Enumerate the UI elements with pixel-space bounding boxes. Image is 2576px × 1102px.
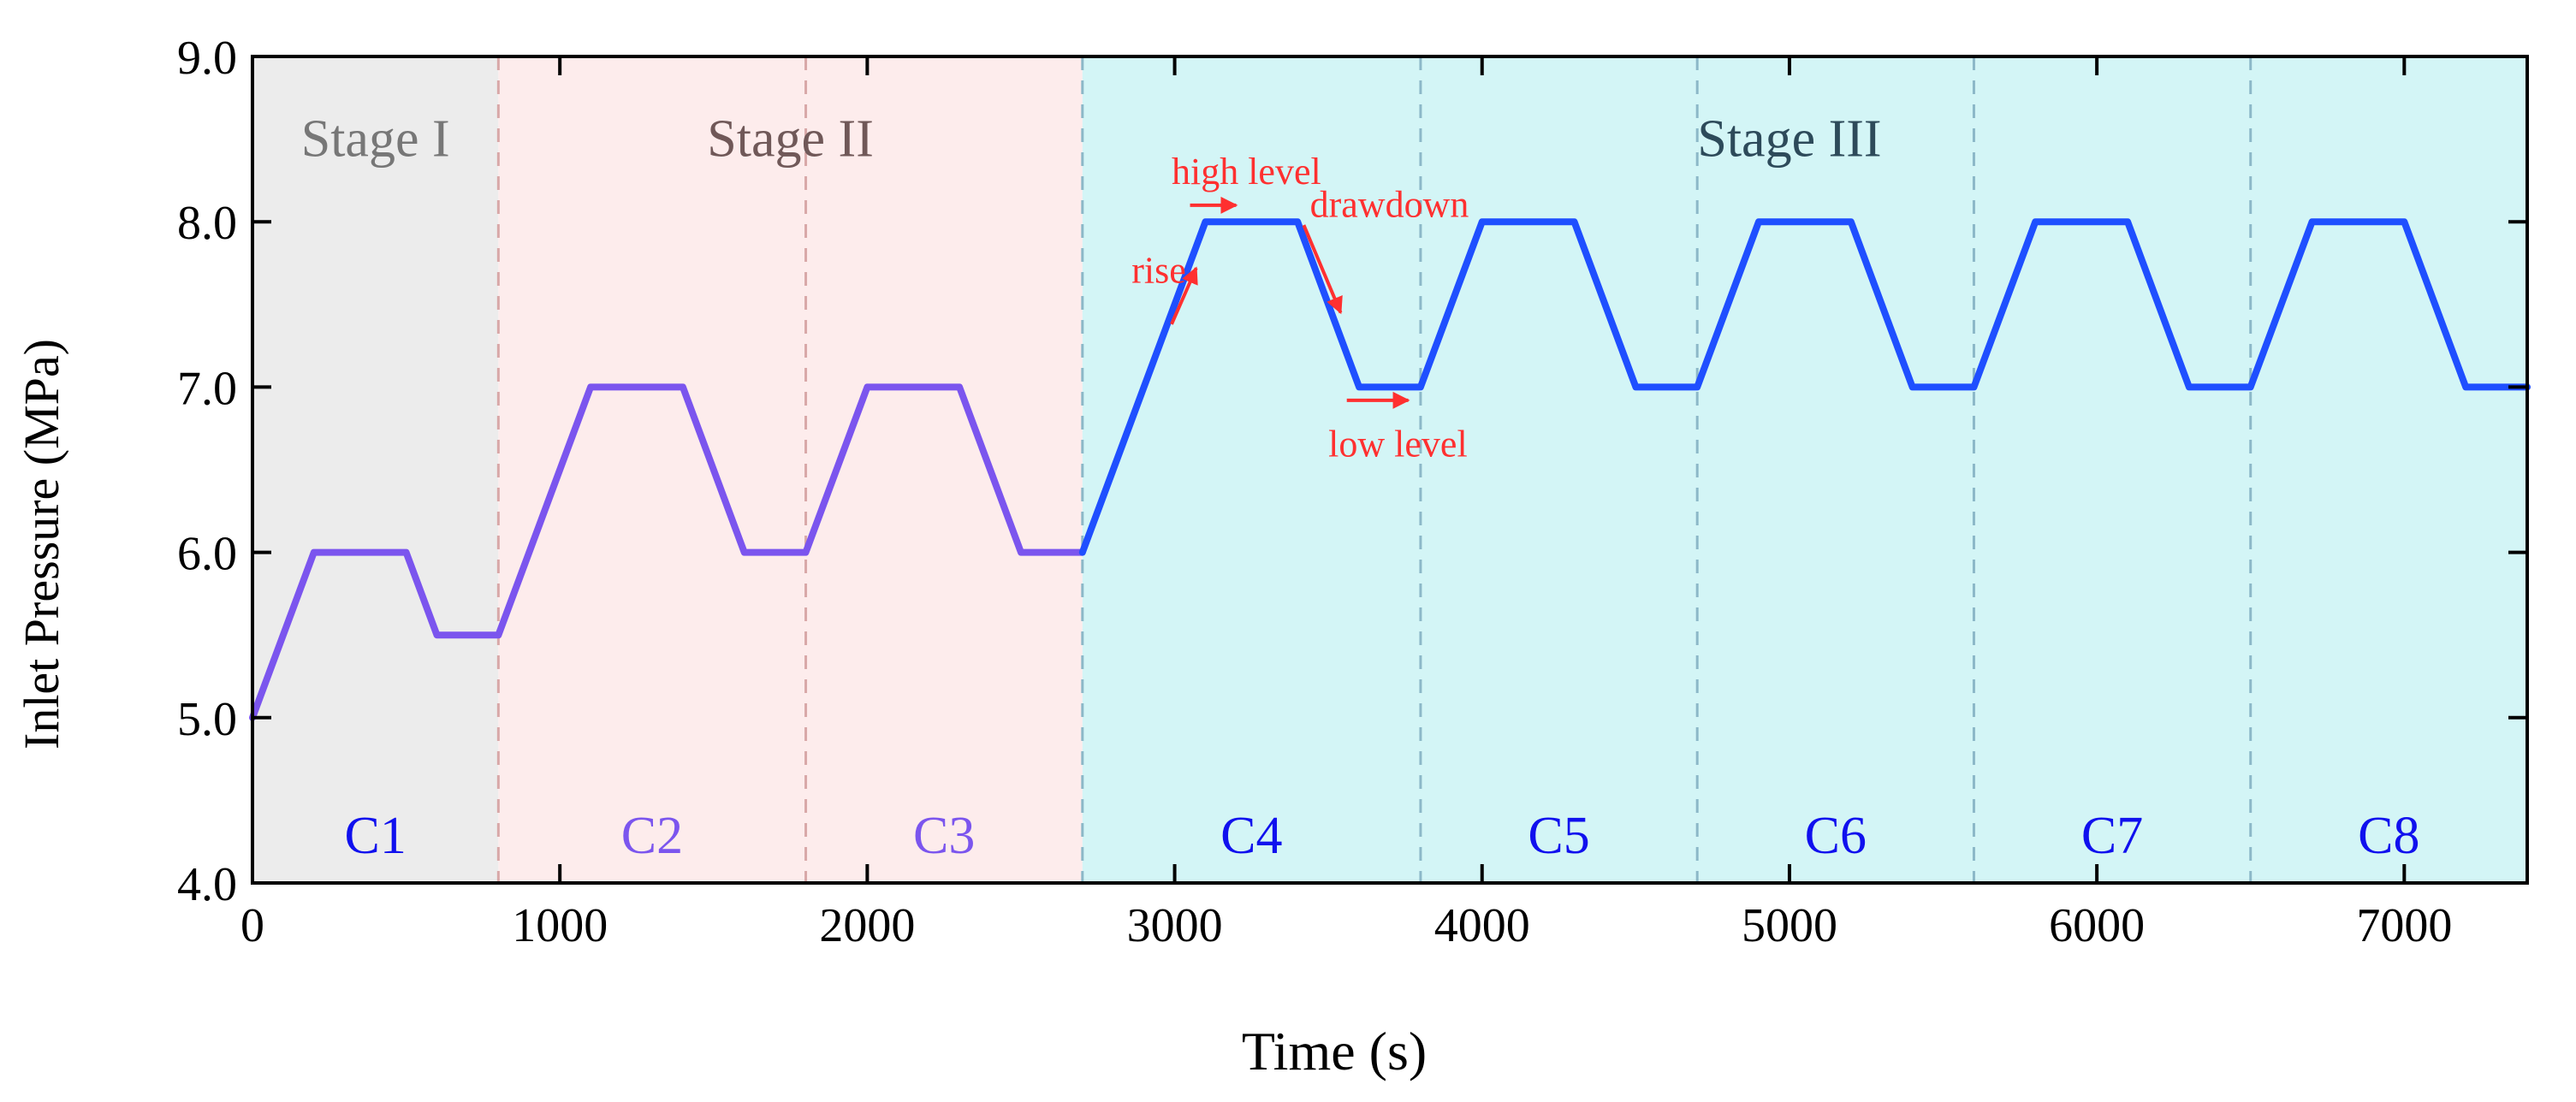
y-tick-label: 4.0 [177, 858, 237, 911]
x-tick-label: 4000 [1434, 899, 1530, 952]
annotation-arrow [1302, 224, 1343, 315]
y-tick-label: 9.0 [177, 32, 237, 85]
stage-labels: Stage I Stage II Stage III [301, 110, 1882, 169]
cycle-label: C7 [2081, 807, 2143, 865]
stage-label: Stage II [707, 110, 874, 169]
axes: 0 1000 2000 3000 4000 5000 6000 7000 4.0 5.0 6.0 7.… [177, 32, 2529, 952]
cycle-label: C1 [344, 807, 406, 865]
cycle-labels: C1 C2 C3 C4 C5 C6 C7 C8 [344, 807, 2419, 865]
annotation-label: rise [1131, 250, 1186, 292]
y-tick-label: 6.0 [177, 528, 237, 581]
stage-band-3 [1082, 56, 2527, 883]
cycle-label: C8 [2358, 807, 2419, 865]
x-tick-label: 2000 [819, 899, 915, 952]
cycle-dividers [496, 56, 2253, 883]
cycle-label: C6 [1805, 807, 1867, 865]
x-tick-label: 0 [240, 899, 264, 952]
annotation-label: low level [1328, 424, 1468, 465]
series-line-2 [1078, 218, 2531, 556]
stage-band-2 [498, 56, 1083, 883]
x-tick-label: 7000 [2356, 899, 2452, 952]
stage-label: Stage III [1697, 110, 1881, 169]
x-axis-label: Time (s) [1242, 1021, 1427, 1081]
y-axis-label: Inlet Pressure (MPa) [14, 339, 69, 749]
annotation-label: drawdown [1310, 183, 1469, 225]
stage-label: Stage I [301, 110, 450, 169]
plot-frame [251, 55, 2529, 885]
cycle-label: C4 [1220, 807, 1282, 865]
x-tick-label: 5000 [1742, 899, 1837, 952]
x-tick-label: 1000 [512, 899, 608, 952]
stage-band-1 [252, 56, 499, 883]
series-line-1 [249, 383, 1086, 721]
cycle-label: C2 [621, 807, 683, 865]
annotation-label: high level [1172, 151, 1321, 193]
x-tick-label: 6000 [2049, 899, 2145, 952]
y-tick-label: 7.0 [177, 362, 237, 415]
annotation-arrow [1170, 266, 1198, 325]
pressure-series [249, 218, 2531, 721]
stage-backgrounds [252, 56, 2527, 883]
y-tick-label: 8.0 [177, 197, 237, 250]
cycle-label: C5 [1528, 807, 1589, 865]
y-tick-label: 5.0 [177, 693, 237, 746]
cycle-label: C3 [913, 807, 975, 865]
x-tick-label: 3000 [1127, 899, 1223, 952]
